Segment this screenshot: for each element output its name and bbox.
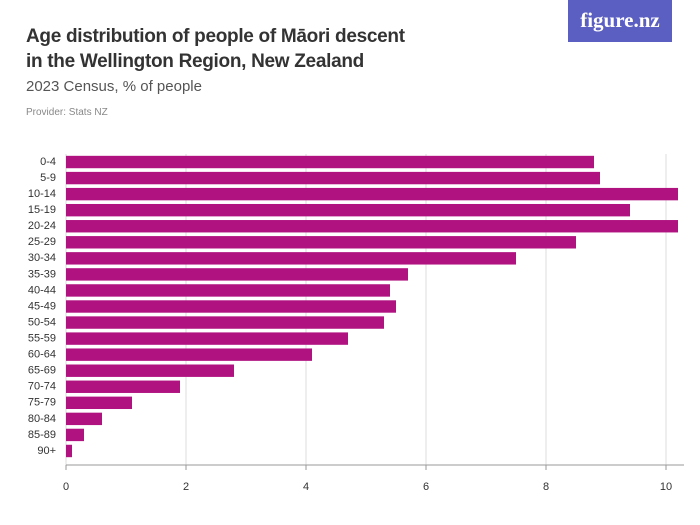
bar xyxy=(66,171,600,185)
x-tick-label: 6 xyxy=(423,481,429,493)
y-tick-label: 90+ xyxy=(37,445,56,457)
bar xyxy=(66,316,384,329)
chart-title: Age distribution of people of Māori desc… xyxy=(26,26,405,72)
bar xyxy=(66,236,576,249)
bar xyxy=(66,284,390,297)
y-tick-label: 65-69 xyxy=(28,365,56,377)
x-tick-label: 4 xyxy=(303,481,309,493)
y-tick-label: 35-39 xyxy=(28,268,56,280)
y-tick-label: 70-74 xyxy=(28,381,56,393)
y-tick-label: 45-49 xyxy=(28,300,56,312)
logo[interactable]: figure.nz xyxy=(568,0,672,42)
bar xyxy=(66,220,678,233)
y-tick-label: 50-54 xyxy=(28,316,56,328)
bar xyxy=(66,332,348,345)
y-tick-label: 80-84 xyxy=(28,413,56,425)
bar xyxy=(66,187,678,201)
y-tick-label: 0-4 xyxy=(40,156,56,168)
provider: Provider: Stats NZ xyxy=(26,107,108,118)
chart-subtitle: 2023 Census, % of people xyxy=(26,78,202,95)
x-tick-label: 2 xyxy=(183,481,189,493)
y-tick-label: 75-79 xyxy=(28,397,56,409)
y-tick-label: 15-19 xyxy=(28,204,56,216)
bar xyxy=(66,412,102,426)
bar xyxy=(66,380,180,393)
y-tick-label: 55-59 xyxy=(28,333,56,345)
x-tick-label: 10 xyxy=(660,481,672,493)
bar xyxy=(66,364,234,377)
x-tick-label: 0 xyxy=(63,481,69,493)
bar xyxy=(66,252,516,265)
bar xyxy=(66,203,630,217)
y-tick-label: 10-14 xyxy=(28,188,56,200)
y-tick-label: 85-89 xyxy=(28,429,56,441)
bar xyxy=(66,300,396,313)
bar xyxy=(66,268,408,281)
bar xyxy=(66,155,594,169)
y-tick-label: 40-44 xyxy=(28,284,56,296)
y-tick-label: 5-9 xyxy=(40,172,56,184)
y-tick-label: 60-64 xyxy=(28,349,56,361)
y-tick-label: 25-29 xyxy=(28,236,56,248)
bar xyxy=(66,444,72,458)
y-tick-label: 30-34 xyxy=(28,252,56,264)
bar xyxy=(66,348,312,361)
x-tick-label: 8 xyxy=(543,481,549,493)
bar xyxy=(66,428,84,442)
bar xyxy=(66,396,132,410)
y-tick-label: 20-24 xyxy=(28,220,56,232)
